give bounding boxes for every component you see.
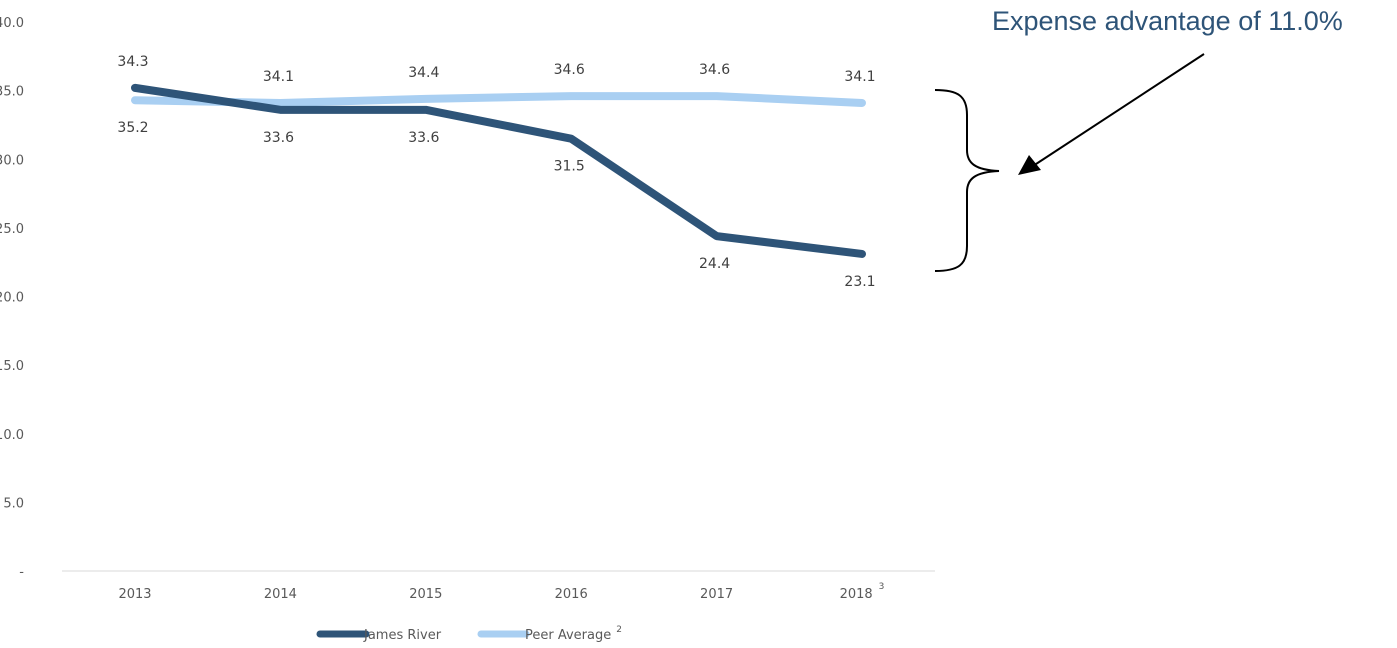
y-tick-label: 25.0	[0, 222, 24, 237]
annotation-arrow-shaft	[1032, 53, 1205, 167]
y-tick-label: 10.0	[0, 428, 24, 443]
legend-item: Peer Average 2	[477, 625, 622, 643]
y-tick-label: 30.0	[0, 153, 24, 168]
legend-label: Peer Average 2	[525, 625, 622, 643]
data-label: 33.6	[408, 130, 439, 146]
x-tick-label: 2014	[264, 587, 297, 602]
y-axis-ticks: - 5.0 10.0 15.0 20.0 25.0 30.0 35.0 40.0	[0, 16, 24, 580]
data-label: 34.1	[844, 69, 875, 85]
x-tick-label: 2013	[118, 587, 151, 602]
y-tick-label: 20.0	[0, 291, 24, 306]
data-label: 35.2	[117, 120, 148, 136]
y-tick-label: 35.0	[0, 85, 24, 100]
data-label: 34.1	[263, 69, 294, 85]
data-label: 34.3	[117, 54, 148, 70]
x-tick-label: 2018 3	[840, 582, 885, 602]
data-label: 24.4	[699, 256, 730, 272]
x-axis-ticks: 2013 2014 2015 2016 2017 2018 3	[118, 582, 884, 602]
data-label: 34.6	[554, 62, 585, 78]
data-label: 23.1	[844, 274, 875, 290]
y-tick-label: 5.0	[3, 496, 24, 511]
curly-brace	[934, 89, 1000, 272]
x-tick-label: 2017	[700, 587, 733, 602]
x-tick-label: 2016	[555, 587, 588, 602]
data-label: 34.4	[408, 65, 439, 81]
data-label: 33.6	[263, 130, 294, 146]
data-label: 34.6	[699, 62, 730, 78]
data-labels: 35.2 33.6 33.6 31.5 24.4 23.1 34.3 34.1 34.4 34.6…	[117, 54, 875, 290]
legend-item: James River	[316, 628, 442, 643]
annotation-arrow-head	[1018, 155, 1041, 175]
legend: James River Peer Average 2	[316, 625, 622, 643]
y-tick-label: 15.0	[0, 359, 24, 374]
series-lines	[131, 83, 866, 258]
data-label: 31.5	[554, 159, 585, 175]
series-line-james-river	[131, 83, 866, 258]
x-tick-label: 2015	[409, 587, 442, 602]
annotation-text: Expense advantage of 11.0%	[992, 6, 1343, 36]
legend-label: James River	[363, 628, 442, 643]
y-tick-label: 40.0	[0, 16, 24, 31]
y-tick-label: -	[19, 565, 24, 580]
